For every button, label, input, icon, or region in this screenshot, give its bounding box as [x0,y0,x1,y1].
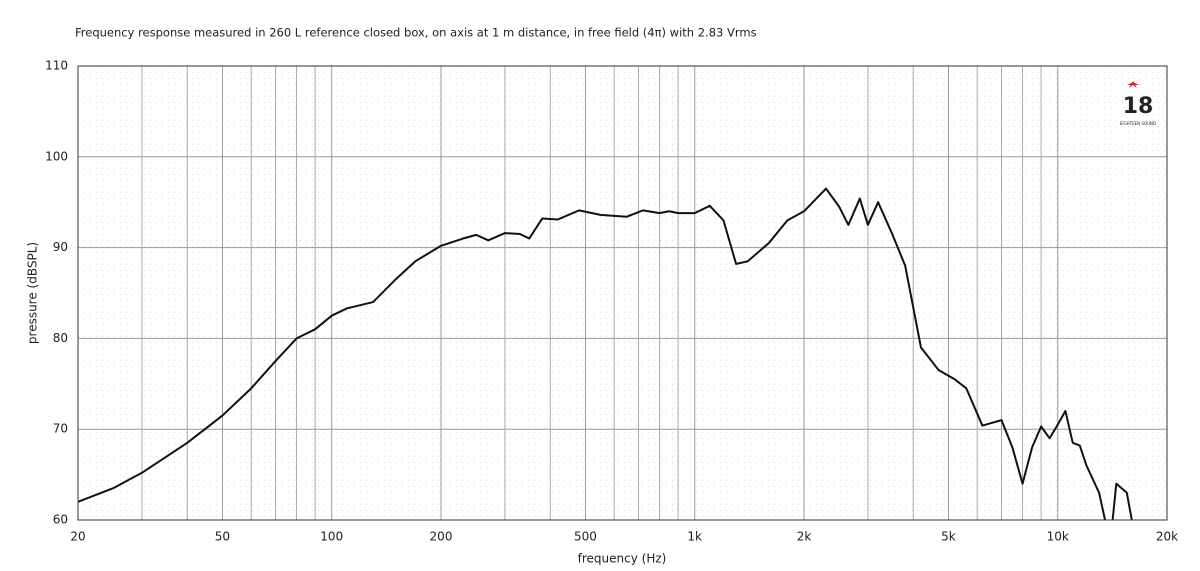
y-tick-label: 110 [45,59,68,73]
logo-subtext: EIGHTEEN SOUND [1120,121,1156,126]
y-tick-label: 80 [53,331,68,345]
x-tick-label: 5k [941,530,956,544]
x-tick-label: 20 [70,530,85,544]
y-tick-label: 60 [53,513,68,527]
x-tick-label: 100 [320,530,343,544]
chart-title: Frequency response measured in 260 L ref… [75,26,757,40]
logo-mark [1127,81,1139,88]
y-tick-label: 90 [53,240,68,254]
plot-area [78,187,1133,520]
response-curve [78,187,1133,520]
x-tick-label: 200 [430,530,453,544]
x-tick-label: 500 [574,530,597,544]
x-tick-label: 20k [1156,530,1178,544]
x-tick-label: 10k [1047,530,1069,544]
y-tick-label: 70 [53,422,68,436]
x-tick-label: 2k [797,530,812,544]
x-tick-label: 1k [687,530,702,544]
plot-background [78,66,1167,520]
x-tick-label: 50 [215,530,230,544]
grid [77,65,1168,521]
y-tick-label: 100 [45,149,68,163]
x-axis-label: frequency (Hz) [578,552,667,566]
y-axis-label: pressure (dBSPL) [26,242,40,344]
logo: 18 [1123,94,1154,119]
plot-border [77,65,1168,521]
